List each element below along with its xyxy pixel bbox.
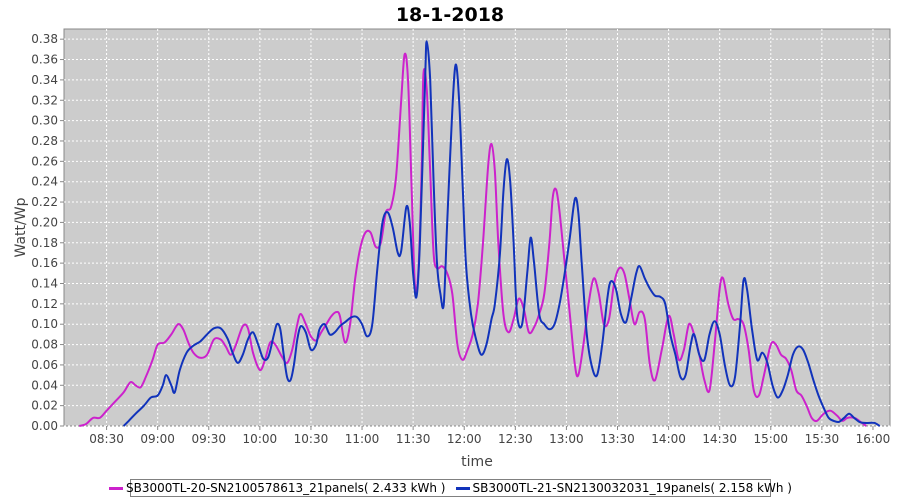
y-tick-label: 0.22 xyxy=(31,195,58,209)
y-tick-label: 0.10 xyxy=(31,317,58,331)
x-tick-label: 14:30 xyxy=(702,432,737,446)
x-tick-label: 11:00 xyxy=(345,432,380,446)
series-line-1 xyxy=(79,52,867,427)
y-tick-label: 0.36 xyxy=(31,53,58,67)
x-tick-label: 09:30 xyxy=(191,432,226,446)
legend-item-series-1: SB3000TL-20-SN2100578613_21panels( 2.433… xyxy=(109,481,446,495)
series-lines xyxy=(79,40,881,427)
y-tick-label: 0.06 xyxy=(31,358,58,372)
y-tick-label: 0.28 xyxy=(31,134,58,148)
y-tick-label: 0.02 xyxy=(31,399,58,413)
legend-item-series-2: SB3000TL-21-SN2130032031_19panels( 2.158… xyxy=(455,481,792,495)
y-tick-label: 0.34 xyxy=(31,73,58,87)
legend-swatch-series-1 xyxy=(109,486,124,490)
y-tick-label: 0.14 xyxy=(31,276,58,290)
x-tick-label: 15:30 xyxy=(805,432,840,446)
x-tick-label: 12:00 xyxy=(447,432,482,446)
legend-label-series-2: SB3000TL-21-SN2130032031_19panels( 2.158… xyxy=(472,481,792,495)
x-tick-label: 14:00 xyxy=(651,432,686,446)
x-tick-label: 15:00 xyxy=(753,432,788,446)
x-axis-label: time xyxy=(461,454,493,470)
y-tick-label: 0.12 xyxy=(31,297,58,311)
x-tick-label: 12:30 xyxy=(498,432,533,446)
chart-title: 18-1-2018 xyxy=(395,4,505,26)
series-line-2 xyxy=(122,40,881,427)
x-tick-label: 08:30 xyxy=(89,432,124,446)
y-tick-label: 0.00 xyxy=(31,419,58,433)
x-tick-label: 16:00 xyxy=(856,432,891,446)
y-tick-label: 0.26 xyxy=(31,154,58,168)
legend: SB3000TL-20-SN2100578613_21panels( 2.433… xyxy=(109,479,792,497)
x-tick-label: 11:30 xyxy=(396,432,431,446)
y-tick-label: 0.38 xyxy=(31,32,58,46)
y-tick-label: 0.16 xyxy=(31,256,58,270)
y-tick-label: 0.32 xyxy=(31,93,58,107)
legend-label-series-1: SB3000TL-20-SN2100578613_21panels( 2.433… xyxy=(126,481,446,495)
legend-swatch-series-2 xyxy=(455,486,470,490)
y-tick-label: 0.18 xyxy=(31,236,58,250)
x-tick-label: 10:00 xyxy=(243,432,278,446)
y-tick-label: 0.20 xyxy=(31,215,58,229)
y-tick-label: 0.04 xyxy=(31,378,58,392)
x-tick-label: 13:00 xyxy=(549,432,584,446)
axes: 0.00 0.02 0.04 0.06 0.08 0.10 0.12 0.14 0.16 0.18… xyxy=(31,32,890,446)
y-tick-label: 0.30 xyxy=(31,114,58,128)
plot-area xyxy=(63,28,891,427)
x-tick-label: 09:00 xyxy=(140,432,175,446)
x-tick-label: 10:30 xyxy=(294,432,329,446)
y-tick-label: 0.24 xyxy=(31,175,58,189)
y-axis-label: Watt/Wp xyxy=(13,197,29,257)
x-tick-label: 13:30 xyxy=(600,432,635,446)
y-tick-label: 0.08 xyxy=(31,338,58,352)
